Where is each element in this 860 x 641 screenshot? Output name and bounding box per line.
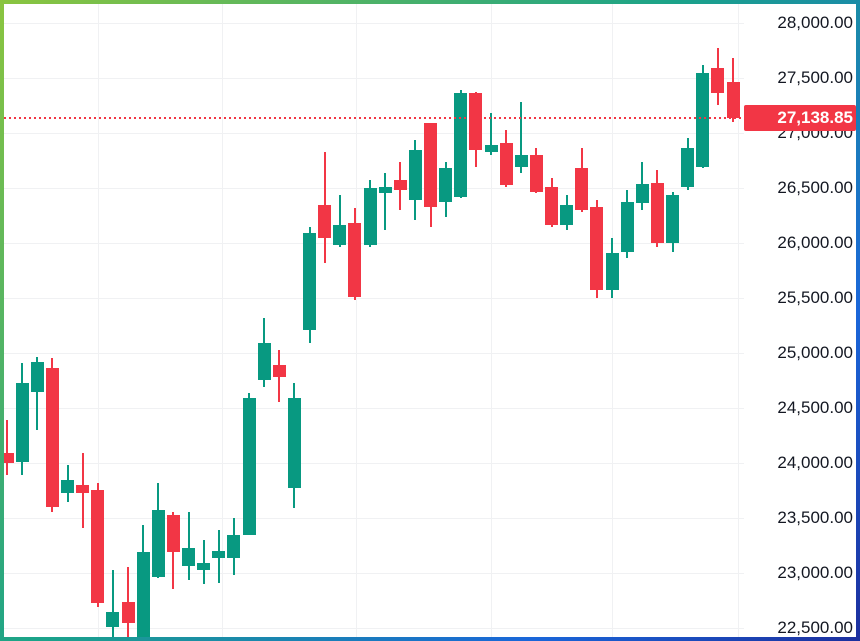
price-axis-label: 24,500.00	[777, 398, 853, 417]
gridline-horizontal	[4, 132, 744, 134]
candle-body	[212, 551, 226, 559]
candle-body	[529, 155, 543, 192]
candle-body	[650, 183, 664, 243]
gridline-horizontal	[4, 352, 744, 354]
price-axis-label: 25,500.00	[777, 288, 853, 307]
candle-body	[287, 397, 301, 488]
candle-wick	[202, 540, 205, 584]
candle-body	[454, 92, 468, 197]
candle-body	[136, 551, 150, 637]
candle-wick	[36, 356, 39, 430]
gridline-vertical	[97, 4, 99, 637]
candle-body	[620, 201, 634, 253]
gridline-vertical	[490, 4, 492, 637]
candle-body	[61, 480, 74, 494]
candle-body	[166, 515, 180, 552]
gridline-horizontal	[4, 627, 744, 629]
candle-body	[182, 548, 195, 566]
candle-body	[45, 367, 59, 507]
candle-body	[378, 187, 392, 193]
gridline-vertical	[221, 4, 223, 637]
gridline-horizontal	[4, 77, 744, 79]
candle-wick	[520, 101, 523, 174]
gridline-horizontal	[4, 462, 744, 464]
candle-body	[91, 489, 105, 604]
candle-body	[575, 167, 589, 210]
candle-body	[545, 187, 558, 225]
candle-body	[484, 144, 498, 153]
price-axis-label: 24,000.00	[777, 453, 853, 472]
price-axis-label: 23,000.00	[777, 563, 853, 582]
candle-wick	[127, 566, 129, 637]
candle-body	[711, 67, 725, 93]
candle-body	[635, 184, 649, 203]
candle-body	[514, 155, 528, 167]
candle-body	[393, 179, 407, 190]
gridline-horizontal	[4, 297, 744, 299]
candle-body	[348, 222, 362, 297]
gridline-vertical	[611, 4, 613, 637]
candle-body	[499, 143, 513, 186]
candle-body	[666, 195, 679, 243]
candle-body	[257, 342, 271, 380]
price-axis-label: 27,500.00	[777, 68, 853, 87]
candle-wick	[338, 195, 341, 247]
candle-body	[15, 383, 29, 462]
candle-body	[726, 81, 740, 118]
gridline-horizontal	[4, 22, 744, 24]
price-axis-label: 23,500.00	[777, 508, 853, 527]
last-price-badge: 27,138.85	[744, 104, 856, 131]
gridline-horizontal	[4, 407, 744, 409]
gridline-horizontal	[4, 517, 744, 519]
chart-inner: 27,138.85 28,000.00 27,500.00 27,000.00 26,…	[4, 4, 856, 637]
candle-wick	[111, 570, 114, 637]
candle-body	[681, 147, 695, 187]
gridline-vertical	[355, 4, 357, 637]
candle-body	[439, 167, 453, 202]
candle-body	[318, 205, 332, 239]
chart-pane[interactable]	[4, 4, 744, 637]
candle-body	[424, 122, 437, 208]
candle-body	[272, 364, 286, 377]
candle-body	[227, 535, 241, 559]
gridline-horizontal	[4, 572, 744, 574]
candle-body	[590, 207, 604, 290]
candle-body	[242, 397, 256, 536]
candle-body	[76, 485, 90, 494]
candle-body	[121, 602, 135, 624]
candle-body	[696, 73, 710, 167]
candle-body	[333, 224, 347, 245]
candle-body	[106, 612, 120, 627]
candle-wick	[384, 173, 387, 230]
candle-body	[469, 92, 483, 151]
candle-body	[197, 562, 211, 571]
price-axis-label: 22,500.00	[777, 618, 853, 637]
candle-body	[605, 253, 619, 290]
candle-body	[30, 362, 44, 393]
candle-body	[4, 452, 14, 463]
price-axis-label: 28,000.00	[777, 13, 853, 32]
price-axis-label: 26,500.00	[777, 178, 853, 197]
candle-wick	[6, 419, 8, 475]
candle-body	[151, 509, 165, 577]
price-axis-label: 26,000.00	[777, 233, 853, 252]
candle-body	[363, 188, 377, 245]
candle-wick	[187, 511, 190, 581]
gridline-vertical	[737, 4, 739, 637]
candle-body	[560, 205, 574, 225]
candle-body	[408, 150, 422, 200]
price-axis[interactable]: 27,138.85 28,000.00 27,500.00 27,000.00 26,…	[744, 4, 856, 637]
price-axis-label: 25,000.00	[777, 343, 853, 362]
candle-body	[303, 232, 316, 330]
last-price-line	[4, 116, 744, 119]
candle-wick	[490, 112, 492, 155]
